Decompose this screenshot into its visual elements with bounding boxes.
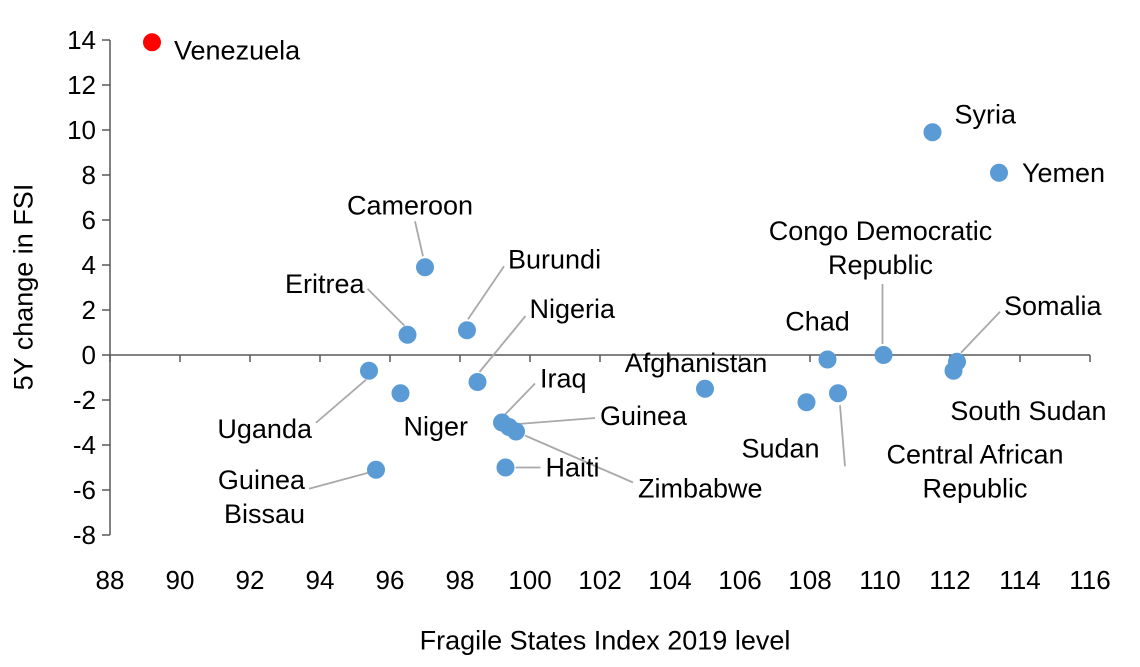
data-point-burundi — [458, 321, 476, 340]
leader-line-iraq — [504, 382, 536, 416]
data-label-zimbabwe: Zimbabwe — [638, 474, 763, 504]
x-axis-title: Fragile States Index 2019 level — [419, 625, 791, 656]
y-tick-label-4: 4 — [82, 250, 96, 280]
y-tick-label-14: 14 — [67, 25, 96, 55]
x-tick-label-114: 114 — [999, 565, 1040, 595]
data-label-niger: Niger — [404, 411, 469, 441]
data-label-eritrea: Eritrea — [285, 269, 366, 299]
data-label-venezuela: Venezuela — [174, 35, 301, 65]
x-tick-label-98: 98 — [446, 565, 475, 595]
data-point-yemen — [990, 163, 1008, 182]
data-label-guinea-bissau: Guinea Bissau — [218, 465, 306, 529]
data-label-guinea: Guinea — [600, 401, 688, 431]
data-point-uganda — [360, 361, 378, 380]
x-tick-label-116: 116 — [1069, 565, 1110, 595]
leader-line-guinea-bissau — [308, 470, 373, 490]
x-tick-label-96: 96 — [376, 565, 405, 595]
data-point-niger — [391, 384, 410, 403]
data-label-uganda: Uganda — [217, 414, 313, 444]
x-tick-label-94: 94 — [306, 565, 335, 595]
y-tick-label-6: 6 — [82, 205, 96, 235]
y-tick-label-8: 8 — [82, 160, 96, 190]
data-point-haiti — [496, 458, 515, 477]
data-label-somalia: Somalia — [1004, 291, 1103, 321]
data-point-eritrea — [398, 325, 417, 344]
data-label-central-african-republic: Central African Republic — [886, 439, 1063, 503]
leader-line-cameroon — [414, 221, 424, 257]
data-label-congo-democratic-republic: Congo Democratic Republic — [769, 216, 993, 280]
x-tick-label-88: 88 — [96, 565, 125, 595]
data-point-nigeria — [468, 373, 487, 391]
data-label-haiti: Haiti — [546, 453, 600, 483]
x-tick-label-108: 108 — [788, 565, 831, 595]
x-tick-label-104: 104 — [648, 565, 691, 595]
data-point-south-sudan — [944, 361, 963, 380]
x-tick-label-90: 90 — [166, 565, 195, 595]
data-label-sudan: Sudan — [741, 433, 819, 463]
x-tick-label-102: 102 — [578, 565, 621, 595]
data-label-south-sudan: South Sudan — [950, 396, 1106, 426]
leader-line-burundi — [467, 265, 505, 320]
y-tick-label--6: -6 — [73, 475, 96, 505]
y-tick-label-10: 10 — [67, 115, 96, 145]
x-tick-label-106: 106 — [718, 565, 761, 595]
data-point-syria — [923, 123, 942, 142]
data-label-cameroon: Cameroon — [347, 190, 473, 220]
data-label-nigeria: Nigeria — [530, 294, 617, 324]
data-label-yemen: Yemen — [1022, 158, 1105, 188]
data-point-congo-democratic-republic — [874, 346, 893, 364]
leader-line-central-african-republic — [839, 405, 846, 467]
data-point-cameroon — [416, 258, 434, 277]
data-point-central-african-republic — [829, 384, 847, 403]
data-point-afghanistan — [696, 379, 714, 398]
leader-line-nigeria — [478, 315, 527, 373]
x-tick-label-112: 112 — [929, 565, 970, 595]
leader-line-eritrea — [366, 288, 406, 327]
data-point-zimbabwe — [507, 422, 525, 441]
data-label-iraq: Iraq — [540, 364, 587, 394]
data-label-burundi: Burundi — [508, 244, 601, 274]
leader-line-somalia — [960, 311, 1001, 354]
data-label-afghanistan: Afghanistan — [625, 348, 768, 378]
y-tick-label--2: -2 — [73, 385, 96, 415]
x-tick-label-100: 100 — [508, 565, 551, 595]
data-point-sudan — [797, 393, 816, 412]
data-label-syria: Syria — [955, 99, 1017, 129]
y-tick-label--4: -4 — [73, 430, 96, 460]
data-point-chad — [818, 350, 837, 369]
data-point-guinea-bissau — [367, 460, 385, 479]
leader-line-zimbabwe — [524, 434, 634, 484]
y-tick-label-12: 12 — [67, 70, 96, 100]
x-tick-label-110: 110 — [859, 565, 900, 595]
y-axis-title: 5Y change in FSI — [8, 183, 39, 391]
y-tick-label-0: 0 — [82, 340, 96, 370]
data-point-venezuela — [143, 33, 161, 52]
x-tick-label-92: 92 — [236, 565, 265, 595]
y-tick-label--8: -8 — [73, 520, 96, 550]
data-label-chad: Chad — [785, 307, 850, 337]
leader-line-uganda — [315, 379, 367, 424]
y-tick-label-2: 2 — [82, 295, 96, 325]
leader-line-guinea — [517, 417, 596, 425]
